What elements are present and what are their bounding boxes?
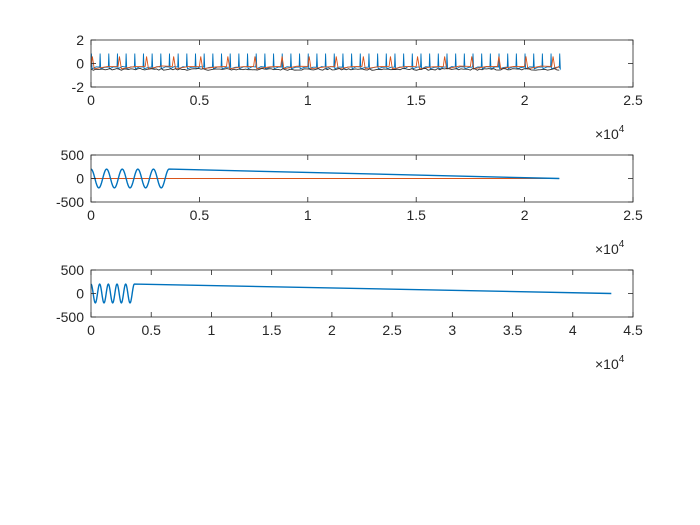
y-tick-label: 0 bbox=[76, 171, 84, 187]
subplot-1: 0 0.5 1 1.5 2 2.5-202×104 bbox=[72, 32, 643, 142]
x-tick-label: 0.5 bbox=[190, 92, 210, 108]
y-tick-label: 500 bbox=[61, 147, 85, 163]
x-tick-label: 1.5 bbox=[262, 322, 282, 338]
y-tick-label: 2 bbox=[76, 32, 84, 48]
x-tick-label: 1 bbox=[208, 322, 216, 338]
x-tick-label: 2.5 bbox=[382, 322, 402, 338]
series-line-2-2 bbox=[90, 168, 560, 189]
x-exponent-label: ×104 bbox=[595, 124, 625, 142]
y-tick-label: 0 bbox=[76, 56, 84, 72]
x-tick-label: 0.5 bbox=[141, 322, 161, 338]
x-tick-label: 2.5 bbox=[623, 92, 643, 108]
series-line-3-1 bbox=[90, 283, 612, 304]
series-line-1-3 bbox=[90, 67, 560, 71]
x-exponent-label: ×104 bbox=[595, 354, 625, 372]
plot-area-1 bbox=[90, 53, 561, 71]
x-tick-label: 0 bbox=[87, 207, 95, 223]
x-tick-label: 2.5 bbox=[623, 207, 643, 223]
x-tick-label: 3 bbox=[448, 322, 456, 338]
y-tick-label: 500 bbox=[61, 262, 85, 278]
x-tick-label: 2 bbox=[521, 207, 529, 223]
x-tick-label: 1 bbox=[304, 207, 312, 223]
series-line-1-1 bbox=[90, 53, 561, 71]
x-tick-label: 4 bbox=[569, 322, 577, 338]
y-tick-label: -2 bbox=[72, 79, 85, 95]
x-tick-label: 2 bbox=[521, 92, 529, 108]
y-tick-label: 0 bbox=[76, 286, 84, 302]
x-tick-label: 0.5 bbox=[190, 207, 210, 223]
y-tick-label: -500 bbox=[56, 309, 84, 325]
x-exponent-label: ×104 bbox=[595, 239, 625, 257]
y-tick-label: -500 bbox=[56, 194, 84, 210]
x-tick-label: 1.5 bbox=[406, 92, 426, 108]
series-line-1-2 bbox=[90, 56, 560, 70]
plot-area-2 bbox=[90, 168, 560, 189]
x-tick-label: 3.5 bbox=[503, 322, 523, 338]
x-tick-label: 1 bbox=[304, 92, 312, 108]
axes-box-3 bbox=[90, 269, 634, 318]
x-tick-label: 0 bbox=[87, 92, 95, 108]
x-tick-label: 1.5 bbox=[406, 207, 426, 223]
x-tick-label: 0 bbox=[87, 322, 95, 338]
plot-area-3 bbox=[90, 283, 612, 304]
x-tick-label: 2 bbox=[328, 322, 336, 338]
x-tick-label: 4.5 bbox=[623, 322, 643, 338]
